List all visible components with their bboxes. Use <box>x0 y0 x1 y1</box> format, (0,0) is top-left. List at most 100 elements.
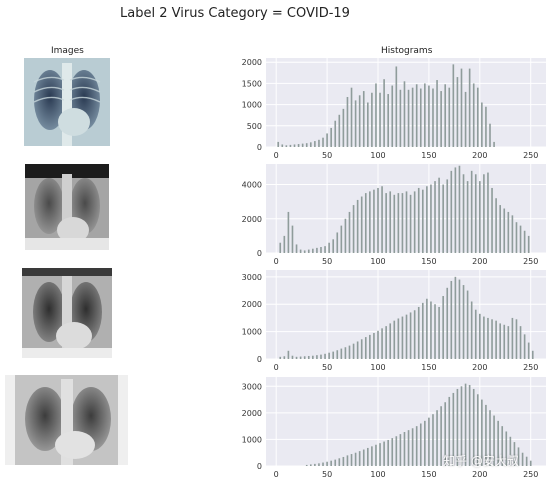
xray-image-4 <box>5 375 128 465</box>
y-tick-label: 2000 <box>242 58 262 67</box>
histogram-bar <box>289 144 292 147</box>
x-tick-label: 250 <box>523 257 538 266</box>
histogram-bar <box>320 247 322 253</box>
x-tick-label: 250 <box>523 470 538 479</box>
histogram-bar <box>505 431 508 466</box>
histogram-bar <box>464 383 467 466</box>
plot-area <box>266 58 546 147</box>
x-tick-label: 50 <box>322 257 332 266</box>
histogram-bar <box>448 87 451 147</box>
histogram-bar <box>442 184 444 253</box>
histogram-bar <box>358 95 361 147</box>
histogram-bar <box>350 87 353 147</box>
histogram-bar <box>369 334 371 359</box>
histogram-bar <box>405 191 408 253</box>
y-tick-label: 1000 <box>242 101 262 110</box>
histogram-bar <box>340 348 343 359</box>
histogram-bar <box>348 211 351 253</box>
histogram-bar <box>428 417 430 466</box>
x-tick-label: 50 <box>322 470 332 479</box>
xray-image-1 <box>24 58 110 146</box>
x-tick-label: 0 <box>274 151 279 160</box>
histogram-bar <box>277 141 280 147</box>
histogram-1: 0 500 1000 1500 2000 0 50 100 150 200 250 <box>242 58 546 160</box>
histogram-bar <box>299 249 302 253</box>
histogram-bar <box>381 186 383 253</box>
histogram-bar <box>456 388 459 466</box>
histogram-bar <box>503 324 506 359</box>
histogram-bar <box>332 351 335 359</box>
histogram-bar <box>318 139 320 147</box>
histogram-bar <box>485 106 487 147</box>
histogram-bar <box>342 108 345 147</box>
y-tick-label: 500 <box>247 122 262 131</box>
histogram-bar <box>413 310 416 359</box>
histogram-bar <box>379 443 381 466</box>
histogram-bar <box>326 461 328 466</box>
histogram-bar <box>283 235 286 253</box>
histogram-bar <box>381 328 383 359</box>
histogram-bar <box>407 89 410 147</box>
histogram-bar <box>411 87 414 147</box>
x-tick-label: 50 <box>322 151 332 160</box>
histogram-bar <box>401 316 404 359</box>
histogram-bar <box>415 426 418 466</box>
histogram-bar <box>338 458 341 466</box>
histogram-bar <box>375 83 377 147</box>
histogram-bar <box>395 66 398 147</box>
x-tick-label: 50 <box>322 363 332 372</box>
histogram-bar <box>369 191 371 253</box>
histogram-bar <box>324 246 326 253</box>
histogram-bar <box>485 404 487 466</box>
histogram-bar <box>356 199 359 253</box>
histogram-bar <box>519 225 522 253</box>
histogram-bar <box>330 127 332 147</box>
histogram-bar <box>399 434 402 466</box>
histogram-bar <box>324 353 326 359</box>
histogram-bar <box>438 306 440 359</box>
histogram-bar <box>346 455 349 466</box>
histogram-bar <box>356 341 359 359</box>
histogram-bar <box>523 230 526 253</box>
histogram-bar <box>450 280 453 359</box>
histogram-bar <box>519 326 522 359</box>
histogram-bar <box>421 302 424 359</box>
histogram-bar <box>462 174 465 253</box>
histogram-bar <box>393 194 396 253</box>
histogram-bar <box>295 356 298 359</box>
y-tick-label: 3000 <box>242 273 262 282</box>
figure-title: Label 2 Virus Category = COVID-19 <box>120 6 350 21</box>
histogram-bar <box>436 80 438 147</box>
y-tick-label: 0 <box>257 355 262 364</box>
histogram-bar <box>305 143 308 147</box>
histogram-bar <box>283 356 286 359</box>
histogram-bar <box>426 186 428 253</box>
histogram-bar <box>299 356 302 359</box>
histogram-bar <box>295 244 298 253</box>
histogram-bar <box>383 79 385 147</box>
histogram-bar <box>367 102 369 147</box>
histogram-bar <box>387 94 389 147</box>
histogram-2: 0 2000 4000 0 50 100 150 200 250 <box>242 164 546 266</box>
histogram-bar <box>479 181 481 253</box>
histogram-bar <box>444 402 447 466</box>
x-tick-label: 200 <box>472 363 487 372</box>
y-tick-label: 0 <box>257 462 262 471</box>
histogram-bar <box>314 141 316 147</box>
histogram-bar <box>348 345 351 359</box>
histogram-bar <box>470 170 473 253</box>
histogram-bar <box>303 356 306 359</box>
x-tick-label: 100 <box>370 151 385 160</box>
histogram-bar <box>301 143 304 147</box>
histogram-bar <box>287 211 290 253</box>
histogram-bar <box>479 313 481 359</box>
histogram-bar <box>440 91 442 147</box>
histogram-bar <box>430 301 432 359</box>
histogram-bar <box>421 189 424 253</box>
histogram-bar <box>513 442 516 466</box>
histogram-bar <box>397 318 400 359</box>
histogram-bar <box>340 225 343 253</box>
x-tick-label: 150 <box>421 363 436 372</box>
histogram-bar <box>438 177 440 253</box>
histograms-column-title: Histograms <box>381 46 433 56</box>
